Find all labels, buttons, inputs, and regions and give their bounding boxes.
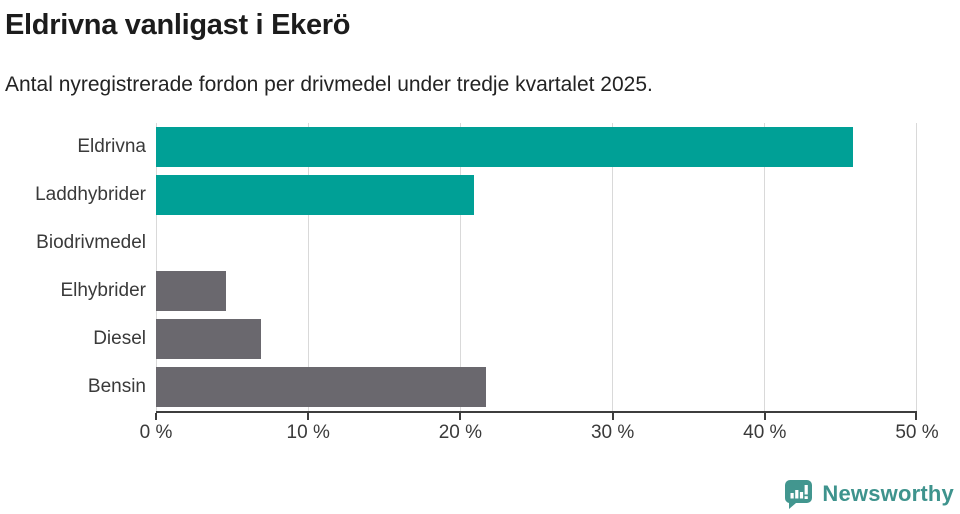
x-tick-label: 10 % (286, 422, 330, 444)
bar-track (156, 319, 917, 360)
category-label: Eldrivna (77, 136, 146, 158)
bar-track (156, 175, 917, 216)
category-label: Biodrivmedel (36, 232, 146, 254)
category-label: Bensin (87, 376, 146, 398)
category-label: Elhybrider (60, 280, 146, 302)
category-label: Diesel (93, 328, 146, 350)
x-tick-label: 0 % (139, 422, 173, 444)
x-axis (155, 411, 917, 421)
bar-track (156, 367, 917, 408)
bar-chart: Eldrivna Laddhybrider Biodrivmedel Elhybrid… (0, 123, 960, 448)
chart-row: Elhybrider (0, 267, 960, 315)
chart-row: Biodrivmedel (0, 219, 960, 267)
chart-subtitle: Antal nyregistrerade fordon per drivmede… (5, 73, 653, 97)
axis-tick (459, 413, 462, 421)
axis-tick (763, 413, 766, 421)
bar-eldrivna (156, 127, 854, 168)
x-tick-label: 20 % (438, 422, 483, 444)
x-tick-label: 50 % (895, 422, 939, 444)
chart-row: Laddhybrider (0, 171, 960, 219)
page-title: Eldrivna vanligast i Ekerö (5, 9, 351, 41)
axis-tick (155, 413, 157, 421)
bar-elhybrider (156, 271, 226, 312)
x-tick-label: 40 % (743, 422, 787, 444)
x-axis-tick-labels: 0 % 10 % 20 % 30 % 40 % 50 % (140, 422, 939, 448)
bar-track (156, 271, 917, 312)
bar-laddhybrider (156, 175, 475, 216)
brand-name: Newsworthy (822, 481, 954, 506)
bar-bensin (156, 367, 487, 408)
bar-track (156, 127, 917, 168)
category-label: Laddhybrider (35, 184, 146, 206)
bar-track (156, 223, 917, 263)
chart-rows: Eldrivna Laddhybrider Biodrivmedel Elhybrid… (0, 123, 960, 411)
x-tick-label: 30 % (590, 422, 635, 444)
chart-row: Diesel (0, 315, 960, 363)
newsworthy-logo-icon (782, 478, 814, 510)
axis-tick (307, 413, 310, 421)
newsworthy-attribution[interactable]: Newsworthy (782, 478, 954, 510)
axis-tick (915, 413, 917, 421)
chart-row: Bensin (0, 363, 960, 411)
axis-tick (611, 413, 614, 421)
bar-diesel (156, 319, 262, 360)
chart-row: Eldrivna (0, 123, 960, 171)
